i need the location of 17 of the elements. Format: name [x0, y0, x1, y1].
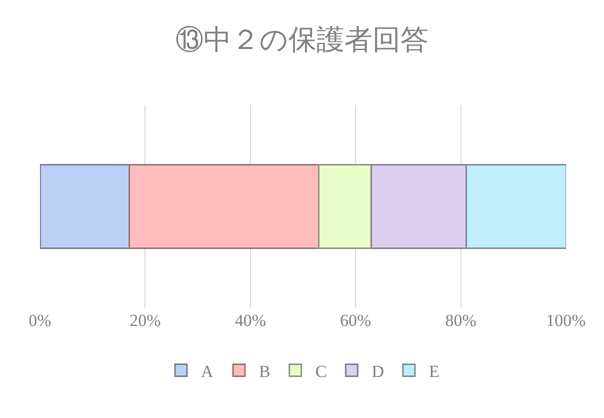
bar: [40, 164, 130, 250]
x-tick-label: 40%: [234, 311, 266, 330]
chart-title: ⑬中２の保護者回答: [176, 24, 428, 56]
legend-label: C: [315, 362, 327, 381]
bar: [370, 164, 467, 250]
x-tick-label: 20%: [130, 311, 161, 330]
x-tick-label: 60%: [340, 311, 372, 330]
bar: [465, 164, 566, 250]
bar: [318, 164, 372, 250]
legend-label: A: [201, 362, 214, 381]
legend-label: D: [372, 362, 384, 381]
x-tick-label: 100%: [546, 311, 586, 330]
bar: [128, 164, 320, 250]
x-tick-label: 80%: [445, 311, 476, 330]
legend-label: B: [259, 362, 270, 381]
x-tick-label: 0%: [28, 311, 52, 330]
legend-label: E: [428, 362, 440, 381]
